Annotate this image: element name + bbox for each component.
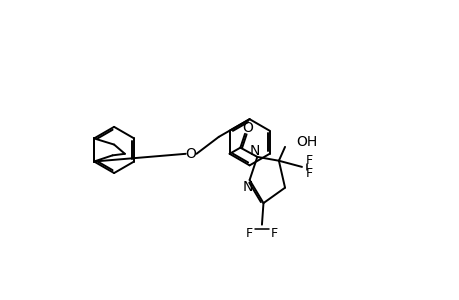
Text: O: O — [185, 147, 196, 161]
Text: F: F — [305, 154, 313, 167]
Text: O: O — [241, 121, 252, 135]
Text: N: N — [241, 180, 252, 194]
Text: F: F — [305, 167, 313, 180]
Text: N: N — [249, 144, 260, 158]
Text: F: F — [246, 227, 252, 240]
Text: F: F — [270, 227, 277, 240]
Text: OH: OH — [295, 135, 316, 149]
